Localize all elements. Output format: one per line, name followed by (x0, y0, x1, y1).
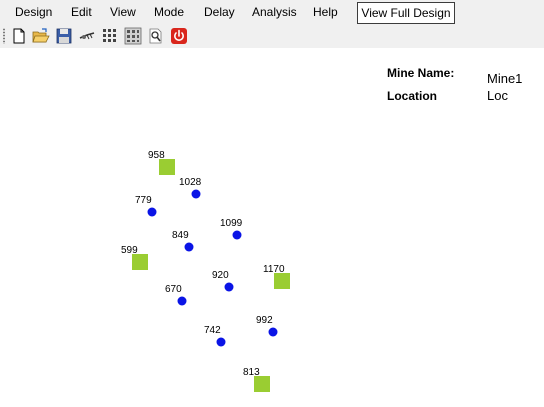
toolbar (0, 24, 544, 48)
blast-hole-label-920: 920 (212, 270, 229, 281)
blast-hole-label-992: 992 (256, 315, 273, 326)
mine-name-value: Mine1 (487, 71, 523, 86)
blast-hole-1028[interactable] (191, 189, 201, 199)
blast-hole-label-813: 813 (243, 367, 260, 378)
menu-view[interactable]: View (110, 5, 136, 19)
blast-hole-label-958: 958 (148, 150, 165, 161)
grid-select-icon[interactable] (124, 27, 142, 45)
blast-hole-label-1099: 1099 (220, 218, 243, 229)
blast-hole-label-779: 779 (135, 195, 152, 206)
mine-name-label: Mine Name: (387, 66, 455, 80)
blast-hole-label-1170: 1170 (263, 264, 285, 275)
blast-hole-label-849: 849 (172, 230, 189, 241)
blast-hole-992[interactable] (268, 327, 278, 337)
new-file-icon[interactable] (10, 27, 28, 45)
menu-edit[interactable]: Edit (71, 5, 92, 19)
menu-mode[interactable]: Mode (154, 5, 185, 19)
menu-delay[interactable]: Delay (204, 5, 235, 19)
blast-hole-920[interactable] (224, 282, 234, 292)
blast-hole-label-742: 742 (204, 325, 221, 336)
blast-hole-label-670: 670 (165, 284, 182, 295)
blast-hole-599[interactable] (132, 254, 148, 270)
blast-hole-1099[interactable] (232, 230, 242, 240)
menu-analysis[interactable]: Analysis (252, 5, 297, 19)
blast-hole-813[interactable] (254, 376, 270, 392)
location-label: Location (387, 89, 437, 103)
location-value: Loc (487, 88, 508, 103)
blast-hole-1170[interactable] (274, 273, 290, 289)
toolbar-grip (3, 28, 5, 44)
menu-design[interactable]: Design (15, 5, 53, 19)
power-icon[interactable] (170, 27, 188, 45)
grid-pattern-icon[interactable] (101, 27, 119, 45)
blast-hole-849[interactable] (184, 242, 194, 252)
menu-bar: Design Edit View Mode Delay Analysis Hel… (0, 0, 544, 24)
view-full-design-button[interactable]: View Full Design (357, 2, 455, 24)
drill-icon[interactable] (78, 27, 96, 45)
save-disk-icon[interactable] (55, 27, 73, 45)
blast-hole-670[interactable] (177, 296, 187, 306)
menu-help[interactable]: Help (313, 5, 338, 19)
blast-hole-label-1028: 1028 (179, 177, 202, 188)
blast-hole-779[interactable] (147, 207, 157, 217)
blast-hole-742[interactable] (216, 337, 226, 347)
blast-hole-label-599: 599 (121, 245, 138, 256)
search-page-icon[interactable] (147, 27, 165, 45)
open-folder-icon[interactable] (32, 27, 50, 45)
blast-hole-958[interactable] (159, 159, 175, 175)
